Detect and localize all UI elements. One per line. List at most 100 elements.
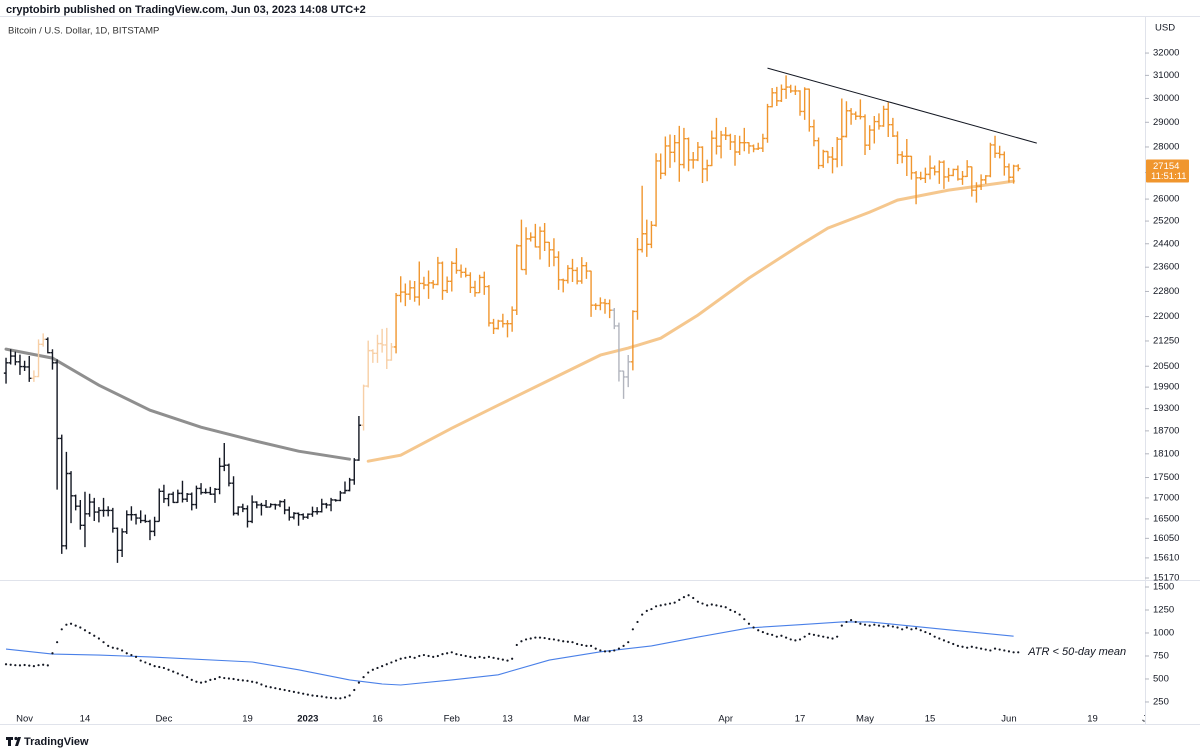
atr-dot	[524, 638, 528, 641]
atr-dot	[868, 624, 871, 627]
atr-dot	[520, 640, 523, 643]
atr-dot	[576, 642, 579, 646]
y-tick-label: 22800	[1153, 286, 1179, 297]
y2-tick-label: 750	[1153, 650, 1169, 661]
ohlc-bar	[361, 384, 366, 431]
y-tick-label: 26000	[1153, 194, 1179, 205]
atr-dot	[924, 630, 927, 634]
atr-dot	[914, 627, 918, 630]
atr-dot	[580, 643, 583, 647]
ohlc-bar	[695, 141, 701, 162]
atr-dot	[478, 655, 481, 659]
atr-dot	[283, 688, 286, 692]
ohlc-bar	[556, 251, 561, 290]
atr-dot	[325, 696, 328, 699]
ohlc-bar	[8, 349, 13, 365]
ohlc-bar	[13, 351, 18, 366]
atr-dot	[32, 664, 35, 668]
ohlc-bar	[732, 135, 738, 166]
trendline	[767, 67, 1037, 144]
ohlc-bar	[978, 174, 984, 190]
ohlc-bar	[82, 491, 88, 548]
indicator-label: ATR < 50-day mean	[1027, 646, 1126, 658]
atr-dot	[710, 603, 713, 606]
ohlc-bar	[626, 355, 631, 388]
atr-dot	[641, 613, 644, 616]
ohlc-bar	[964, 160, 970, 178]
atr-dot	[961, 645, 964, 648]
x-tick-label: May	[856, 714, 874, 725]
atr-dot	[919, 629, 922, 632]
atr-dot	[933, 635, 936, 638]
ohlc-bar	[899, 151, 905, 164]
atr-dot	[979, 647, 983, 650]
atr-dot	[729, 608, 732, 612]
atr-dot	[891, 625, 894, 628]
ohlc-bar	[570, 258, 575, 282]
atr-dot	[673, 601, 676, 604]
atr-dot	[622, 644, 625, 647]
atr-dot	[812, 633, 816, 636]
ohlc-bar	[848, 108, 854, 125]
atr-dot	[719, 605, 723, 608]
atr-dot	[1003, 649, 1006, 652]
ohlc-bar	[941, 160, 947, 189]
ohlc-bar	[198, 483, 204, 495]
ohlc-bar	[551, 238, 557, 267]
atr-dot	[432, 655, 435, 659]
atr-dot	[808, 632, 811, 636]
atr-dot	[1007, 650, 1011, 653]
atr-dot	[743, 618, 746, 621]
ohlc-bar	[918, 171, 923, 181]
ohlc-bar	[807, 88, 812, 132]
ohlc-bar	[565, 265, 571, 284]
y-tick-label: 18700	[1153, 425, 1179, 436]
atr-dot	[153, 664, 156, 668]
atr-dot	[362, 676, 365, 679]
footer-brand: TradingView	[24, 736, 89, 748]
atr-dot	[863, 623, 867, 626]
atr-dot	[473, 656, 477, 659]
atr-dot	[408, 655, 412, 659]
ohlc-bar	[231, 476, 236, 516]
ohlc-bar	[110, 507, 116, 533]
atr-dot	[696, 600, 699, 603]
ohlc-bar	[435, 256, 441, 286]
ohlc-bar	[602, 298, 608, 314]
atr-dot	[989, 649, 992, 652]
atr-dot	[538, 636, 542, 639]
atr-dot	[942, 639, 946, 642]
ohlc-bar	[347, 477, 352, 492]
atr-dot	[69, 622, 73, 625]
ohlc-bar	[310, 506, 315, 517]
atr-dot	[227, 677, 231, 680]
y-tick-label: 25200	[1153, 216, 1179, 227]
ohlc-bar	[64, 451, 69, 550]
ohlc-bar	[73, 494, 78, 511]
atr-dot	[390, 661, 393, 664]
atr-dot	[246, 679, 249, 682]
atr-dot	[798, 638, 802, 641]
ohlc-bar	[235, 506, 241, 516]
atr-dot	[724, 606, 727, 609]
ohlc-bar	[208, 486, 213, 496]
atr-dot	[901, 628, 904, 631]
atr-dot	[278, 687, 282, 691]
atr-dot	[56, 641, 59, 644]
atr-dot	[775, 635, 778, 638]
atr-dot	[385, 663, 388, 666]
ohlc-bar	[844, 101, 849, 138]
atr-dot	[455, 653, 458, 656]
ohlc-bar	[27, 356, 32, 382]
atr-dot	[975, 646, 978, 649]
x-tick-label: 15	[925, 714, 936, 725]
atr-dot	[747, 622, 751, 625]
y-tick-label: 17500	[1153, 472, 1179, 483]
y2-tick-label: 1250	[1153, 605, 1174, 616]
moving-average	[4, 347, 352, 461]
ohlc-bar	[765, 103, 770, 143]
ohlc-bar	[449, 261, 454, 292]
atr-dot	[167, 668, 170, 671]
ohlc-bar	[579, 257, 584, 284]
ohlc-bar	[923, 167, 928, 184]
